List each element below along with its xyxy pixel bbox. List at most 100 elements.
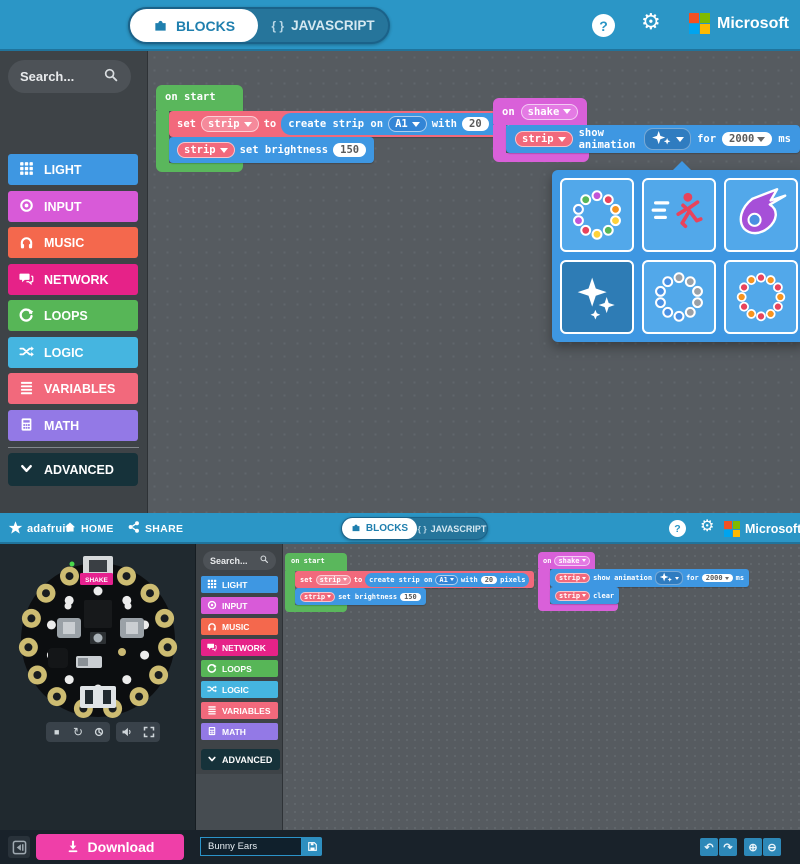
sidebar-item-advanced[interactable]: ADVANCED — [8, 453, 138, 486]
animation-option-rainbow[interactable] — [560, 178, 634, 252]
collapse-simulator-button[interactable] — [8, 836, 30, 858]
duration-dropdown[interactable]: 2000 — [722, 132, 773, 146]
search-icon — [260, 555, 269, 566]
on-shake-spine — [538, 569, 550, 604]
tab-javascript[interactable]: { } JAVASCRIPT — [258, 18, 388, 33]
editor-zoomed-view: BLOCKS { } JAVASCRIPT ? ⚙ Microsoft Sear… — [0, 0, 800, 513]
undo-button[interactable]: ↶ — [700, 838, 718, 856]
sidebar-item-logic[interactable]: LOGIC — [201, 681, 278, 698]
home-button[interactable]: HOME — [64, 513, 114, 544]
sidebar-item-math[interactable]: MATH — [201, 723, 278, 740]
create-strip-block[interactable]: create strip on A1 with 20 pixels — [281, 113, 539, 135]
microsoft-logo[interactable]: Microsoft — [724, 521, 800, 537]
on-shake-block[interactable]: on shake — [538, 552, 595, 569]
strip-variable-pill[interactable]: strip — [177, 142, 235, 158]
sidebar-item-music[interactable]: MUSIC — [201, 618, 278, 635]
fullscreen-button[interactable] — [140, 723, 158, 741]
sidebar-item-input[interactable]: INPUT — [8, 191, 138, 222]
animation-option-sparkle[interactable] — [560, 260, 634, 334]
sidebar-item-loops[interactable]: LOOPS — [8, 300, 138, 331]
tab-javascript[interactable]: { } JAVASCRIPT — [417, 524, 487, 534]
redo-button[interactable]: ↷ — [719, 838, 737, 856]
sidebar-item-variables[interactable]: VARIABLES — [201, 702, 278, 719]
sidebar-item-logic[interactable]: LOGIC — [8, 337, 138, 368]
sidebar-item-input[interactable]: INPUT — [201, 597, 278, 614]
restart-button[interactable]: ↻ — [69, 723, 87, 741]
animation-dropdown[interactable] — [644, 128, 692, 150]
strip-variable-pill[interactable]: strip — [515, 131, 573, 147]
sidebar-item-music[interactable]: MUSIC — [8, 227, 138, 258]
save-project-button[interactable] — [302, 837, 322, 856]
zoom-in-button[interactable]: ⊕ — [744, 838, 762, 856]
on-start-block[interactable]: on start — [156, 85, 243, 111]
shake-button[interactable] — [80, 573, 113, 585]
help-button[interactable]: ? — [669, 520, 686, 537]
dropdown-arrow-icon — [449, 578, 454, 581]
pin-dropdown[interactable]: A1 — [435, 574, 458, 585]
set-brightness-block[interactable]: strip set brightness 150 — [169, 137, 375, 163]
create-strip-block[interactable]: create strip on A1 with 20 pixels — [365, 572, 530, 587]
toolbox-search[interactable]: Search... — [203, 551, 276, 570]
slow-mo-button[interactable] — [90, 723, 108, 741]
sidebar-item-light[interactable]: LIGHT — [8, 154, 138, 185]
category-label: NETWORK — [222, 642, 266, 653]
tab-blocks[interactable]: BLOCKS — [342, 518, 417, 539]
microsoft-logo[interactable]: Microsoft — [689, 13, 789, 34]
pixel-count-value[interactable]: 20 — [462, 117, 489, 131]
toolbox-search[interactable]: Search... — [8, 60, 131, 93]
show-animation-block[interactable]: strip show animation for 2000 ms — [506, 125, 800, 153]
block-workspace[interactable]: on start set strip to create strip on A1… — [283, 544, 800, 830]
pin-dropdown[interactable]: A1 — [388, 116, 427, 132]
shake-event-dropdown[interactable]: shake — [520, 103, 579, 120]
category-label: MATH — [222, 726, 246, 737]
strip-variable-dropdown[interactable]: strip — [315, 574, 351, 585]
strip-variable-pill[interactable]: strip — [300, 591, 336, 602]
animation-option-theater-chase[interactable] — [724, 260, 798, 334]
animation-dropdown[interactable] — [655, 571, 684, 585]
strip-variable-pill[interactable]: strip — [555, 590, 591, 601]
on-start-block[interactable]: on start — [285, 553, 347, 571]
sparkle-icon — [651, 130, 672, 148]
sidebar-item-loops[interactable]: LOOPS — [201, 660, 278, 677]
collapse-icon — [12, 840, 26, 854]
download-button[interactable]: Download — [36, 834, 184, 860]
stop-button[interactable]: ■ — [48, 723, 66, 741]
set-variable-block[interactable]: set strip to create strip on A1 with 20 … — [169, 111, 547, 137]
share-button[interactable]: SHARE — [128, 513, 183, 544]
settings-button[interactable]: ⚙ — [700, 519, 714, 535]
pixel-count-value[interactable]: 20 — [480, 575, 498, 584]
sidebar-item-light[interactable]: LIGHT — [201, 576, 278, 593]
sidebar-item-network[interactable]: NETWORK — [201, 639, 278, 656]
strip-label: strip — [184, 144, 216, 156]
brightness-value[interactable]: 150 — [333, 143, 367, 157]
set-variable-block[interactable]: set strip to create strip on A1 with 20 … — [295, 571, 535, 588]
show-animation-block[interactable]: strip show animation for 2000 ms — [550, 569, 750, 587]
project-name-input[interactable] — [200, 837, 302, 856]
animation-option-comet[interactable] — [724, 178, 798, 252]
help-button[interactable]: ? — [592, 14, 615, 37]
mute-button[interactable] — [118, 723, 136, 741]
shake-event-dropdown[interactable]: shake — [554, 555, 590, 566]
animation-option-running-lights[interactable] — [642, 178, 716, 252]
simulator-board[interactable]: SHAKE — [10, 552, 186, 728]
duration-dropdown[interactable]: 2000 — [701, 574, 733, 582]
brightness-value[interactable]: 150 — [400, 592, 421, 601]
sidebar-item-network[interactable]: NETWORK — [8, 264, 138, 295]
strip-clear-block[interactable]: strip clear — [550, 587, 620, 604]
for-label: for — [686, 574, 699, 582]
strip-variable-pill[interactable]: strip — [555, 573, 591, 583]
zoom-out-button[interactable]: ⊖ — [763, 838, 781, 856]
animation-option-color-wipe[interactable] — [642, 260, 716, 334]
search-icon — [104, 68, 119, 86]
tab-blocks[interactable]: BLOCKS — [130, 9, 258, 42]
sidebar-item-math[interactable]: MATH — [8, 410, 138, 441]
on-shake-block[interactable]: on shake — [493, 98, 588, 125]
sidebar-item-advanced[interactable]: ADVANCED — [201, 749, 280, 770]
block-workspace[interactable]: on start set strip to create strip on A1… — [148, 51, 800, 513]
strip-variable-dropdown[interactable]: strip — [200, 116, 259, 132]
app-header: adafruit HOME SHARE BLOCKS { } JAVASCRIP… — [0, 513, 800, 544]
settings-button[interactable]: ⚙ — [641, 11, 661, 33]
adafruit-logo[interactable]: adafruit — [8, 513, 70, 544]
sidebar-item-variables[interactable]: VARIABLES — [8, 373, 138, 404]
set-brightness-block[interactable]: strip set brightness 150 — [295, 588, 426, 605]
